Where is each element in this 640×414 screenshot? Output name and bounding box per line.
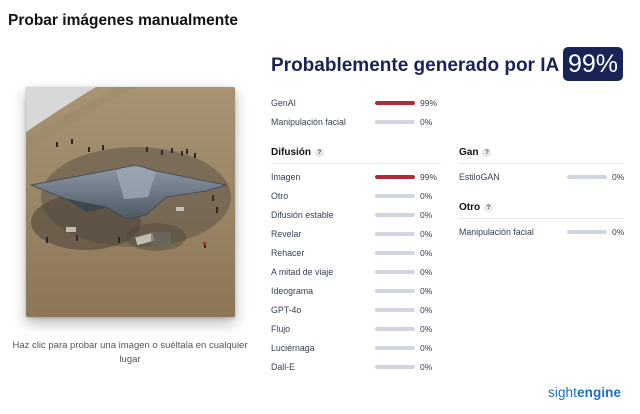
result-row-diffusion: Revelar 0% [271, 227, 441, 241]
score-bar [375, 365, 415, 369]
result-row-face-manipulation: Manipulación facial 0% [271, 115, 441, 129]
row-value: 0% [420, 362, 433, 372]
score-bar [375, 289, 415, 293]
section-divider [459, 163, 624, 164]
question-icon[interactable]: ? [482, 148, 492, 157]
row-value: 0% [612, 172, 625, 182]
section-divider [459, 218, 624, 219]
score-bar [375, 101, 415, 105]
row-label: Imagen [271, 172, 301, 182]
section-diffusion: Difusión? [271, 147, 324, 158]
score-bar [375, 232, 415, 236]
score-bar [375, 213, 415, 217]
row-label: Otro [271, 191, 289, 201]
sightengine-logo[interactable]: sightengine [548, 385, 621, 400]
score-bar-fill [375, 175, 415, 179]
row-value: 0% [420, 324, 433, 334]
row-value: 0% [420, 210, 433, 220]
result-row-diffusion: Rehacer 0% [271, 246, 441, 260]
score-bar [375, 327, 415, 331]
row-value: 0% [420, 267, 433, 277]
brand-part-2: engine [577, 385, 622, 400]
row-value: 0% [612, 227, 625, 237]
verdict-headline: Probablemente generado por IA [271, 55, 560, 76]
score-bar [375, 194, 415, 198]
row-label: Revelar [271, 229, 302, 239]
score-bar [567, 175, 607, 179]
result-row-diffusion: Imagen 99% [271, 170, 441, 184]
score-bar [375, 251, 415, 255]
row-value: 99% [420, 98, 438, 108]
result-row-diffusion: Ideograma 0% [271, 284, 441, 298]
result-row-stylegan: EstiloGAN 0% [459, 170, 629, 184]
uploaded-image-preview[interactable] [26, 87, 235, 317]
section-other: Otro? [459, 202, 494, 213]
row-label: GenAI [271, 98, 296, 108]
score-badge: 99% [563, 47, 623, 81]
score-bar [375, 346, 415, 350]
question-icon[interactable]: ? [315, 148, 324, 157]
result-row-diffusion: Luciérnaga 0% [271, 341, 441, 355]
result-row-diffusion: A mitad de viaje 0% [271, 265, 441, 279]
row-value: 0% [420, 343, 433, 353]
row-label: Rehacer [271, 248, 305, 258]
page-title: Probar imágenes manualmente [8, 12, 238, 29]
upload-hint: Haz clic para probar una imagen o suélta… [12, 340, 248, 365]
row-value: 0% [420, 248, 433, 258]
row-label: EstiloGAN [459, 172, 500, 182]
row-value: 0% [420, 305, 433, 315]
row-label: A mitad de viaje [271, 267, 334, 277]
result-row-genai: GenAI 99% [271, 96, 441, 110]
result-row-diffusion: Dall-E 0% [271, 360, 441, 374]
section-divider [271, 163, 441, 164]
row-label: Flujo [271, 324, 291, 334]
score-bar [375, 308, 415, 312]
row-value: 0% [420, 191, 433, 201]
result-row-other-face-manipulation: Manipulación facial 0% [459, 225, 629, 239]
row-label: GPT-4o [271, 305, 302, 315]
row-value: 0% [420, 286, 433, 296]
score-bar [567, 230, 607, 234]
row-value: 99% [420, 172, 438, 182]
row-label: Ideograma [271, 286, 314, 296]
brand-part-1: sight [548, 385, 578, 400]
row-value: 0% [420, 117, 433, 127]
section-title: Difusión [271, 147, 311, 158]
score-bar [375, 270, 415, 274]
row-label: Manipulación facial [459, 227, 534, 237]
result-row-diffusion: Difusión estable 0% [271, 208, 441, 222]
row-value: 0% [420, 229, 433, 239]
row-label: Dall-E [271, 362, 295, 372]
result-row-diffusion: Otro 0% [271, 189, 441, 203]
score-bar-fill [375, 101, 415, 105]
score-bar [375, 120, 415, 124]
question-icon[interactable]: ? [484, 203, 494, 212]
section-title: Gan [459, 147, 479, 158]
score-bar [375, 175, 415, 179]
row-label: Luciérnaga [271, 343, 315, 353]
row-label: Manipulación facial [271, 117, 346, 127]
section-gan: Gan? [459, 147, 492, 158]
result-row-diffusion: GPT-4o 0% [271, 303, 441, 317]
result-row-diffusion: Flujo 0% [271, 322, 441, 336]
section-title: Otro [459, 202, 481, 213]
row-label: Difusión estable [271, 210, 334, 220]
aircraft-crash-photo [26, 87, 235, 317]
